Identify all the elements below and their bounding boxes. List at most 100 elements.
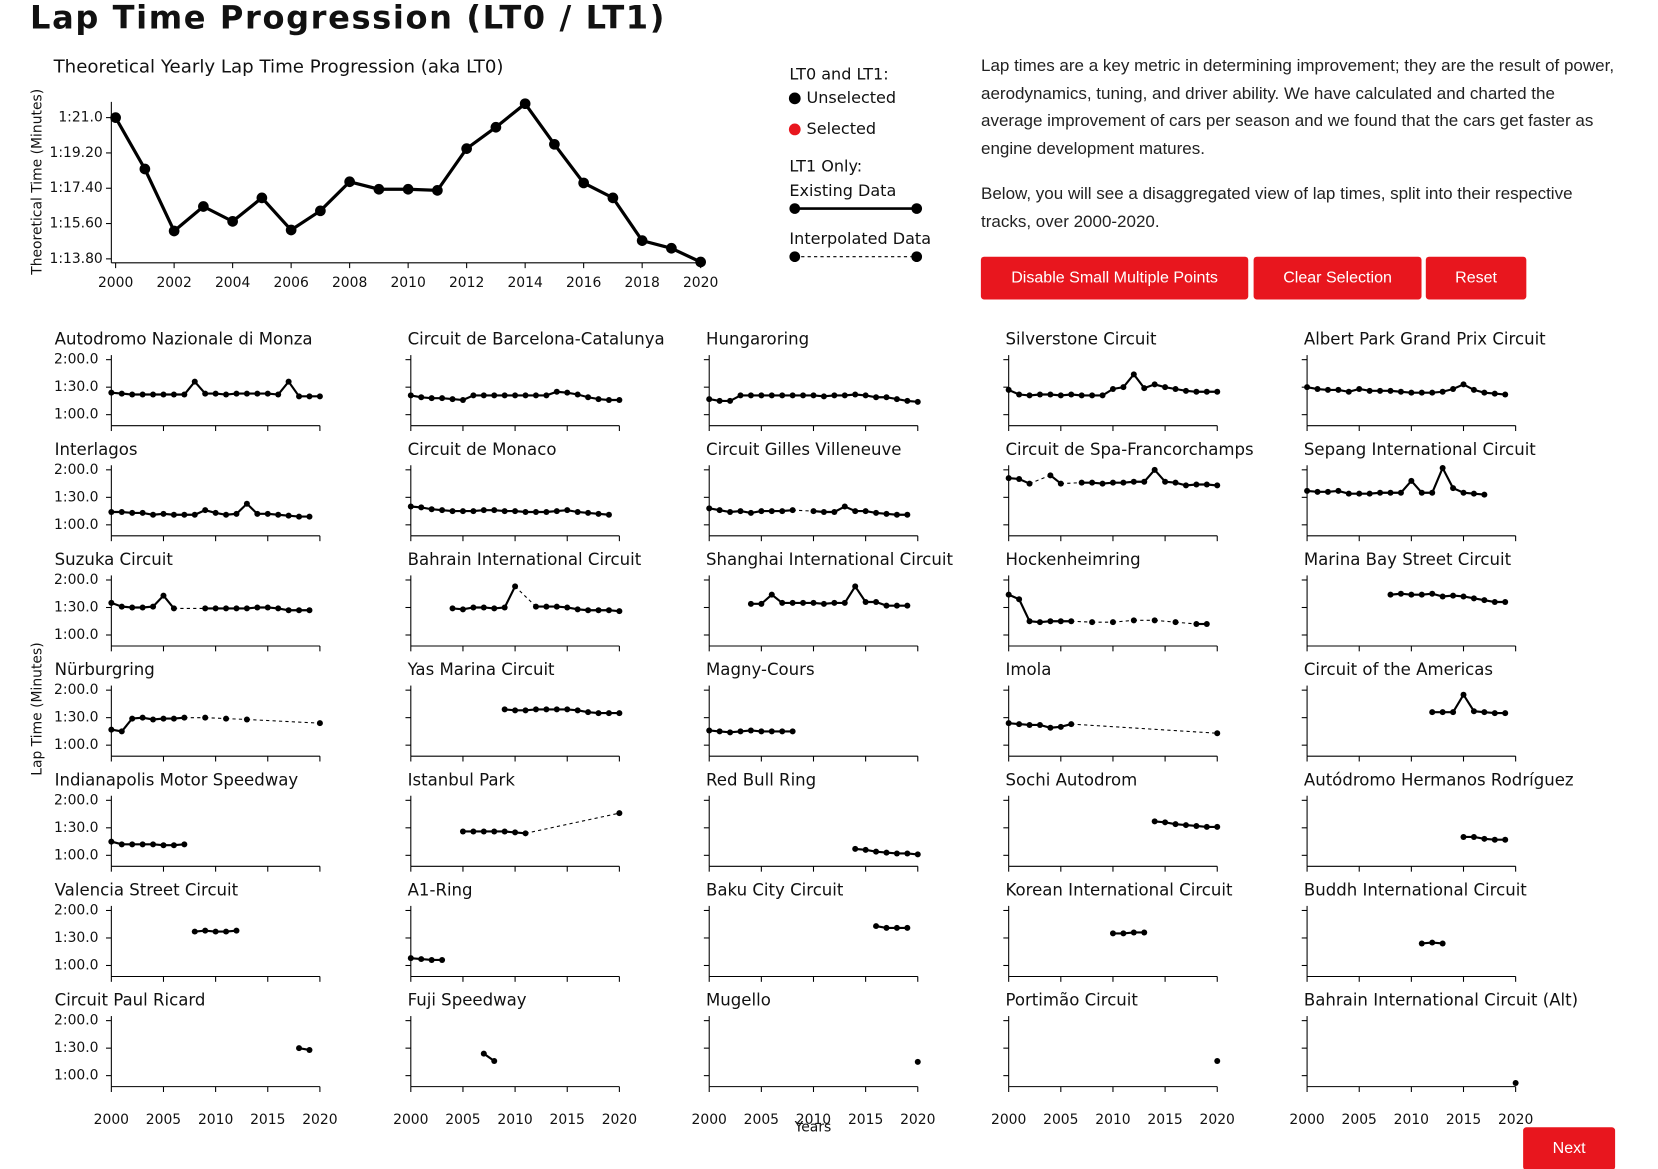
data-point (789, 728, 796, 735)
y-tick-label: 1:30.0 (54, 1040, 98, 1056)
y-tick-label: 2:00.0 (54, 352, 98, 368)
data-point (296, 607, 303, 614)
data-point (820, 393, 827, 400)
data-point (223, 391, 230, 398)
data-point (831, 392, 838, 399)
data-point (564, 604, 571, 611)
data-point (129, 604, 136, 611)
panel-title: Autodromo Nazionale di Monza (55, 330, 313, 349)
data-point (168, 225, 180, 237)
data-point (862, 846, 869, 853)
data-point (904, 397, 911, 404)
button-label[interactable]: Disable Small Multiple Points (1011, 268, 1218, 286)
data-point (1151, 381, 1158, 388)
data-point (233, 605, 240, 612)
x-tick-label: 2010 (497, 1112, 532, 1128)
data-point (150, 841, 157, 848)
data-point (202, 507, 209, 514)
interpolated-line (246, 718, 320, 724)
data-point (1109, 930, 1116, 937)
panel-title: Magny-Cours (706, 660, 815, 679)
data-point (585, 509, 592, 516)
data-point (275, 605, 282, 612)
button[interactable] (1253, 256, 1422, 300)
data-point (1120, 930, 1127, 937)
data-point (758, 508, 765, 515)
button[interactable] (980, 256, 1249, 300)
data-point (779, 599, 786, 606)
button-label[interactable]: Next (1553, 1139, 1587, 1157)
data-point (1047, 724, 1054, 731)
data-point (432, 185, 443, 196)
data-point (428, 956, 435, 963)
data-point (1387, 591, 1394, 598)
data-point (254, 604, 261, 611)
data-point (727, 397, 734, 404)
interpolated-line (525, 812, 620, 834)
data-point (1214, 482, 1221, 489)
data-point (893, 924, 900, 931)
x-tick-label: 2010 (198, 1112, 233, 1128)
data-point (716, 728, 723, 735)
data-point (1491, 836, 1498, 843)
data-point (181, 841, 188, 848)
data-point (1356, 386, 1363, 392)
data-point (1047, 472, 1054, 479)
data-point (223, 928, 230, 935)
x-tick-label: 2000 (393, 1112, 428, 1128)
data-point (789, 507, 796, 514)
data-point (1172, 821, 1179, 828)
data-point (407, 392, 414, 399)
data-point (264, 604, 271, 611)
interpolated-line (1071, 723, 1218, 734)
data-point (198, 201, 209, 212)
data-point (1366, 490, 1373, 497)
data-point (1172, 386, 1179, 392)
y-tick-label: 2:00.0 (54, 572, 98, 588)
data-point (1047, 391, 1054, 398)
data-point (873, 923, 880, 930)
data-point (747, 727, 754, 734)
data-point (1005, 386, 1012, 393)
panel-title: Valencia Street Circuit (55, 880, 239, 899)
data-point (1130, 478, 1137, 485)
data-point (150, 511, 157, 518)
data-point (1047, 618, 1054, 625)
data-point (553, 603, 560, 610)
data-point (831, 599, 838, 606)
y-axis-label: Theoretical Time (Minutes) (30, 89, 46, 276)
panel-title: Bahrain International Circuit (Alt) (1304, 991, 1578, 1010)
data-point (605, 511, 612, 518)
data-point (1408, 477, 1415, 484)
data-point (1026, 618, 1033, 625)
data-point (1193, 621, 1200, 627)
button-label[interactable]: Reset (1455, 268, 1497, 286)
data-point (1450, 592, 1457, 599)
data-point (543, 603, 550, 610)
x-tick-label: 2005 (445, 1112, 480, 1128)
data-point (873, 598, 880, 605)
data-point (605, 607, 612, 614)
data-point (914, 851, 921, 858)
data-point (1089, 619, 1096, 626)
data-point (841, 599, 848, 606)
button[interactable] (1425, 256, 1527, 300)
data-point (254, 510, 261, 517)
data-point (170, 391, 177, 398)
data-point (522, 392, 529, 399)
data-point (747, 600, 754, 607)
data-point (512, 707, 519, 714)
data-point (1089, 479, 1096, 486)
data-point (344, 176, 355, 188)
x-tick-label: 2015 (1446, 1112, 1481, 1128)
button-label[interactable]: Clear Selection (1283, 268, 1392, 286)
data-point (1109, 386, 1116, 392)
y-tick-label: 1:30.0 (54, 489, 98, 505)
interpolated-line (514, 586, 537, 607)
data-point (607, 192, 619, 204)
button[interactable] (1523, 1127, 1616, 1169)
interpolated-line (792, 509, 814, 512)
x-tick-label: 2010 (796, 1112, 831, 1128)
data-point (768, 392, 775, 399)
data-point (1502, 710, 1509, 717)
